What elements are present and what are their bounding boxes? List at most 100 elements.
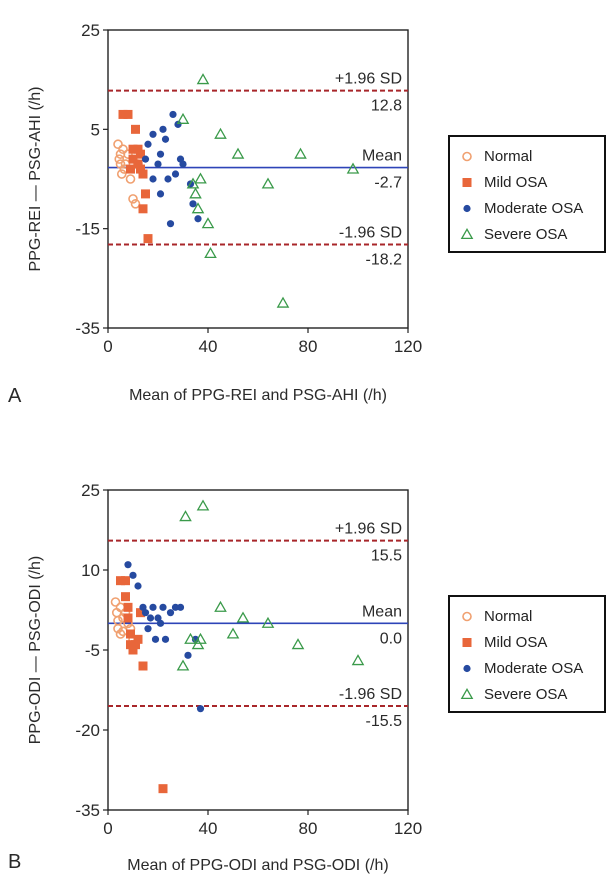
data-point bbox=[121, 592, 130, 602]
legend-marker-shape bbox=[462, 178, 472, 187]
data-point bbox=[151, 635, 160, 643]
data-point bbox=[161, 635, 170, 643]
legend-a: Normal Mild OSA Moderate OSA Severe OSA bbox=[448, 135, 606, 253]
legend-marker bbox=[462, 638, 472, 647]
data-point bbox=[189, 200, 197, 208]
data-point bbox=[123, 149, 133, 159]
reference-line-value: 15.5 bbox=[371, 548, 402, 565]
plot-frame bbox=[107, 29, 409, 329]
data-point bbox=[126, 640, 135, 650]
legend-marker-shape bbox=[460, 687, 474, 700]
data-point bbox=[158, 784, 168, 794]
data-point bbox=[141, 189, 150, 199]
reference-line-label: Mean bbox=[362, 603, 402, 620]
data-point bbox=[191, 202, 205, 214]
data-point bbox=[118, 144, 128, 154]
y-tick-label: -20 bbox=[75, 721, 100, 740]
data-point bbox=[146, 614, 155, 622]
x-tick-label: 0 bbox=[103, 819, 112, 838]
legend-item: Mild OSA bbox=[460, 169, 594, 195]
data-point bbox=[159, 125, 167, 133]
data-point bbox=[171, 603, 180, 611]
data-point bbox=[196, 705, 205, 713]
data-point bbox=[156, 619, 165, 627]
data-point bbox=[351, 654, 365, 666]
data-point bbox=[136, 164, 145, 174]
data-point bbox=[194, 215, 202, 223]
data-point bbox=[123, 602, 133, 612]
data-point bbox=[194, 632, 207, 644]
data-point bbox=[346, 162, 360, 174]
data-point bbox=[214, 127, 227, 139]
data-point bbox=[164, 175, 172, 183]
legend-item: Mild OSA bbox=[460, 629, 594, 655]
legend-marker-shape bbox=[462, 638, 472, 647]
y-tick-label: 5 bbox=[91, 120, 100, 139]
data-point bbox=[130, 199, 141, 209]
legend-marker bbox=[460, 687, 474, 700]
legend-marker bbox=[462, 178, 472, 187]
data-point bbox=[126, 164, 135, 174]
data-point bbox=[276, 296, 290, 308]
data-point bbox=[156, 190, 165, 198]
data-point bbox=[141, 155, 150, 163]
data-point bbox=[138, 204, 148, 214]
data-point bbox=[171, 170, 180, 178]
x-tick-label: 40 bbox=[199, 337, 218, 356]
data-point bbox=[184, 651, 192, 659]
data-point bbox=[116, 169, 127, 179]
data-point bbox=[139, 603, 147, 611]
x-tick-label: 80 bbox=[299, 337, 318, 356]
data-point bbox=[136, 608, 145, 618]
data-point bbox=[179, 510, 192, 522]
data-point bbox=[261, 616, 275, 628]
legend-item: Severe OSA bbox=[460, 681, 594, 707]
legend-label: Severe OSA bbox=[484, 685, 568, 703]
legend-marker bbox=[463, 204, 471, 213]
data-point bbox=[149, 130, 157, 138]
data-point bbox=[176, 659, 190, 671]
x-tick-label: 120 bbox=[394, 819, 422, 838]
legend-label: Normal bbox=[484, 607, 533, 625]
data-point bbox=[133, 634, 143, 644]
data-point bbox=[128, 194, 138, 204]
data-point bbox=[138, 661, 148, 671]
data-point bbox=[201, 217, 215, 229]
data-point bbox=[169, 110, 177, 119]
bland-altman-chart-a: +1.96 SD 12.8 Mean -2.7 -1.96 SD -18.2 0 40 80 12… bbox=[8, 21, 422, 407]
data-point bbox=[184, 632, 197, 644]
y-tick-label: -35 bbox=[75, 801, 100, 820]
data-point bbox=[166, 220, 175, 228]
data-point bbox=[126, 629, 135, 639]
data-point bbox=[141, 609, 150, 617]
data-point bbox=[125, 174, 136, 184]
panel-label: A bbox=[8, 385, 22, 407]
data-point bbox=[196, 499, 210, 511]
legend-item: Normal bbox=[460, 603, 594, 629]
data-point bbox=[161, 135, 170, 143]
data-point bbox=[166, 609, 175, 617]
x-tick-label: 120 bbox=[394, 337, 422, 356]
legend-marker-shape bbox=[462, 151, 472, 162]
reference-line-label: -1.96 SD bbox=[339, 686, 402, 703]
panel-a: +1.96 SD 12.8 Mean -2.7 -1.96 SD -18.2 0 40 80 12… bbox=[8, 21, 606, 407]
legend-marker bbox=[460, 227, 474, 240]
y-tick-label: 10 bbox=[81, 561, 100, 580]
data-point bbox=[134, 582, 142, 590]
y-tick-label: -35 bbox=[75, 319, 100, 338]
legend-label: Mild OSA bbox=[484, 173, 548, 191]
legend-marker-shape bbox=[463, 664, 471, 673]
data-point bbox=[291, 638, 305, 650]
reference-line-value: -18.2 bbox=[366, 252, 403, 269]
data-point bbox=[123, 613, 133, 623]
legend-marker-shape bbox=[463, 204, 471, 213]
data-point bbox=[128, 144, 138, 154]
data-point bbox=[156, 150, 165, 158]
reference-line-label: +1.96 SD bbox=[335, 71, 402, 88]
legend-label: Severe OSA bbox=[484, 225, 568, 243]
legend-marker-shape bbox=[462, 611, 472, 622]
x-tick-label: 40 bbox=[199, 819, 218, 838]
y-tick-label: -5 bbox=[85, 641, 100, 660]
data-point bbox=[136, 149, 145, 159]
data-point bbox=[194, 172, 207, 184]
